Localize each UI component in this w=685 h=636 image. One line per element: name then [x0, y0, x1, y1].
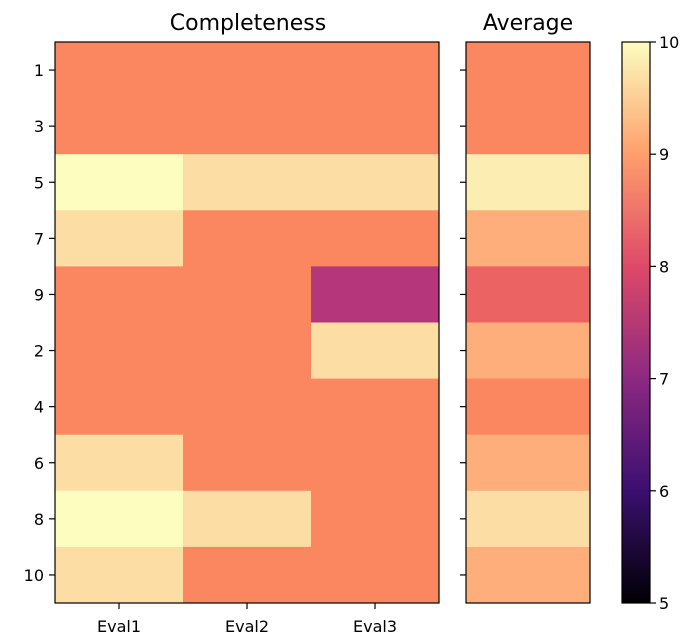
heatmap-cell [183, 42, 312, 99]
heatmap-cell [311, 322, 440, 380]
heatmap-cell [311, 154, 440, 211]
average-cell [466, 378, 590, 436]
column-tick-label: Eval2 [225, 617, 269, 636]
colorbar-frame [621, 41, 651, 604]
heatmap-cell [311, 546, 440, 604]
average-cell [466, 210, 590, 267]
row-tick-label: 7 [34, 229, 44, 248]
average-title: Average [483, 11, 573, 36]
heatmap-cell [55, 98, 184, 155]
average-frame [465, 41, 591, 604]
colorbar-axis: 5 6 7 8 9 10 [650, 33, 679, 613]
colorbar-tick-label: 6 [659, 482, 669, 501]
colorbar [622, 42, 650, 603]
heatmap-cell [183, 210, 312, 267]
heatmap-cell [55, 154, 184, 211]
completeness-title: Completeness [170, 11, 326, 36]
column-tick-label: Eval3 [353, 617, 397, 636]
row-tick-label: 1 [34, 61, 44, 80]
average-cell [466, 42, 590, 99]
average-cell [466, 154, 590, 211]
colorbar-tick-label: 9 [659, 145, 669, 164]
column-tick-label: Eval1 [97, 617, 141, 636]
completeness-heatmap [55, 42, 440, 604]
heatmap-cell [311, 378, 440, 436]
heatmap-cell [183, 378, 312, 436]
heatmap-cell [311, 42, 440, 99]
heatmap-cell [311, 98, 440, 155]
heatmap-cell [311, 490, 440, 548]
average-cell [466, 434, 590, 492]
heatmap-cell [55, 210, 184, 267]
heatmap-cell [311, 210, 440, 267]
average-cell [466, 266, 590, 323]
row-tick-label: 4 [34, 398, 44, 417]
average-heatmap [466, 42, 590, 604]
heatmap-cell [311, 434, 440, 492]
heatmap-cell [55, 378, 184, 436]
average-cell [466, 546, 590, 604]
row-axis: 1 3 5 7 9 2 4 6 8 10 [24, 61, 466, 585]
colorbar-tick-label: 10 [659, 33, 679, 52]
row-tick-label: 6 [34, 454, 44, 473]
colorbar-tick-label: 8 [659, 257, 669, 276]
row-tick-label: 9 [34, 285, 44, 304]
row-tick-label: 8 [34, 510, 44, 529]
heatmap-cell [55, 546, 184, 604]
heatmap-cell [183, 322, 312, 380]
row-tick-label: 2 [34, 342, 44, 361]
heatmap-cell [183, 546, 312, 604]
row-tick-label: 3 [34, 117, 44, 136]
heatmap-cell [55, 490, 184, 548]
heatmap-cell [55, 42, 184, 99]
average-cell [466, 490, 590, 548]
heatmap-cell [183, 434, 312, 492]
colorbar-tick-label: 5 [659, 594, 669, 613]
average-cell [466, 98, 590, 155]
heatmap-cell [55, 322, 184, 380]
row-tick-label: 5 [34, 173, 44, 192]
heatmap-cell [311, 266, 440, 323]
row-tick-label: 10 [24, 566, 44, 585]
heatmap-cell [183, 154, 312, 211]
heatmap-cell [183, 266, 312, 323]
completeness-frame [54, 41, 440, 604]
heatmap-cell [183, 98, 312, 155]
heatmap-cell [183, 490, 312, 548]
heatmap-cell [55, 434, 184, 492]
colorbar-tick-label: 7 [659, 370, 669, 389]
column-axis: Eval1 Eval2 Eval3 [97, 603, 397, 636]
average-cell [466, 322, 590, 380]
heatmap-cell [55, 266, 184, 323]
